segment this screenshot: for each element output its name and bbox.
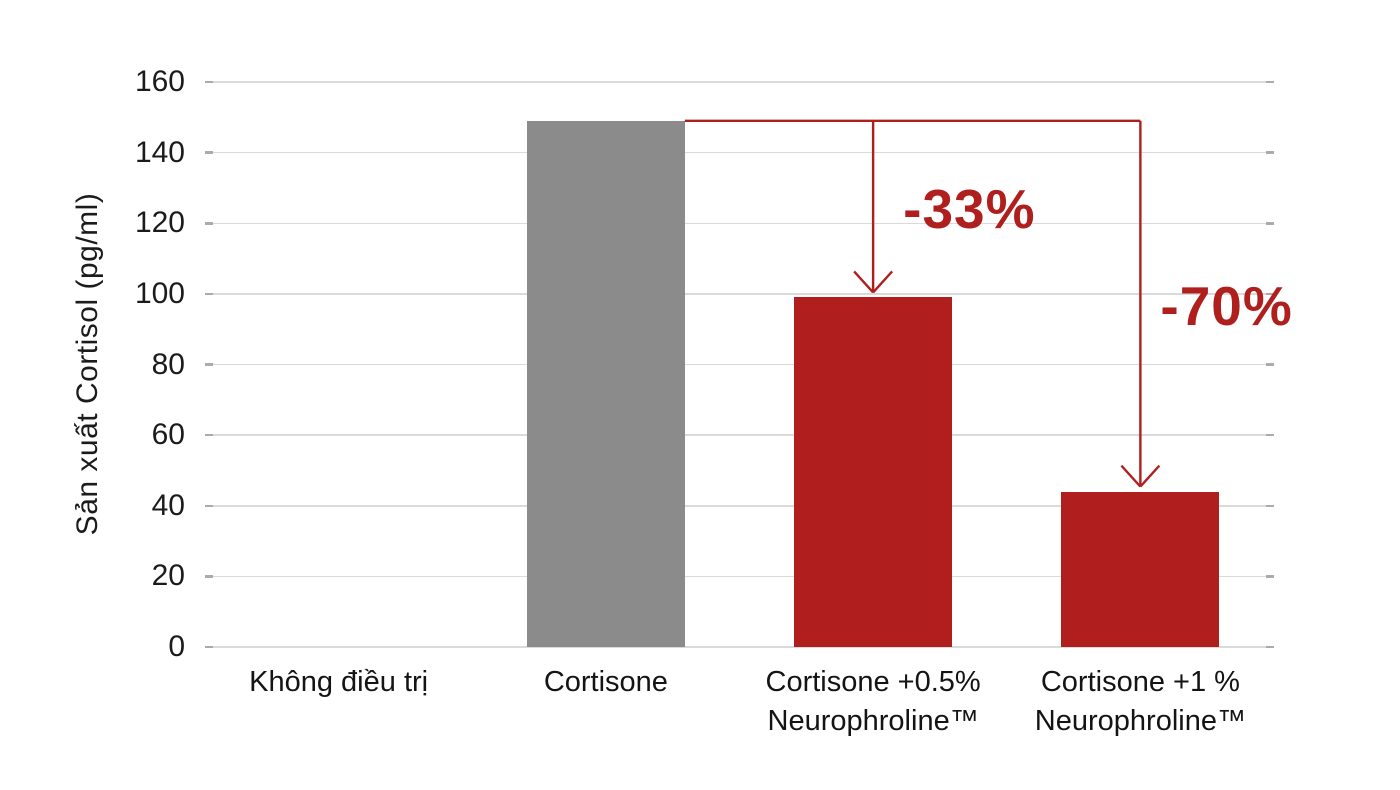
x-label-3: Cortisone +1 % Neurophroline™ xyxy=(1034,666,1246,737)
gridline-end-tick xyxy=(205,151,213,154)
gridline-140 xyxy=(205,151,1274,154)
y-tick-label-40: 40 xyxy=(151,488,185,522)
gridline-end-tick xyxy=(1266,292,1274,296)
y-tick-label-20: 20 xyxy=(151,559,185,593)
y-tick-label-80: 80 xyxy=(151,347,185,381)
x-label-2: Cortisone +0.5% Neurophroline™ xyxy=(765,666,981,737)
gridline-120 xyxy=(205,222,1274,225)
plot-area: -33% -70% xyxy=(205,80,1292,649)
gridline-end-tick xyxy=(205,575,213,578)
gridline-end-tick xyxy=(205,80,213,84)
gridline-0 xyxy=(205,645,1274,649)
gridline-end-tick xyxy=(1266,80,1274,84)
gridline-end-tick xyxy=(1266,504,1274,507)
decrease-arrows xyxy=(684,119,1161,488)
gridline-end-tick xyxy=(205,222,213,225)
gridline-160 xyxy=(205,80,1274,84)
gridline-end-tick xyxy=(205,645,213,649)
gridline-end-tick xyxy=(205,292,213,296)
gridline-end-tick xyxy=(205,504,213,507)
gridline-80 xyxy=(205,363,1274,366)
gridline-end-tick xyxy=(205,433,213,437)
x-label-1: Cortisone xyxy=(543,666,668,698)
gridline-end-tick xyxy=(1266,222,1274,225)
gridline-60 xyxy=(205,433,1274,437)
decrease-label-70pct: -70% xyxy=(1160,275,1293,338)
y-tick-label-140: 140 xyxy=(134,135,185,169)
y-tick-label-0: 0 xyxy=(168,630,185,663)
decrease-label-33pct: -33% xyxy=(903,178,1036,241)
bar-2 xyxy=(794,297,953,647)
gridline-100 xyxy=(205,292,1274,296)
gridline-20 xyxy=(205,575,1274,578)
x-label-0: Không điều trị xyxy=(249,666,429,698)
gridline-end-tick xyxy=(1266,645,1274,649)
gridline-end-tick xyxy=(1266,151,1274,154)
y-tick-label-60: 60 xyxy=(151,418,185,452)
gridline-end-tick xyxy=(205,363,213,366)
y-tick-label-120: 120 xyxy=(134,206,185,240)
bar-1 xyxy=(526,120,685,647)
y-tick-label-160: 160 xyxy=(134,65,185,98)
y-tick-label-100: 100 xyxy=(134,276,185,310)
gridline-end-tick xyxy=(1266,575,1274,578)
gridline-end-tick xyxy=(1266,433,1274,437)
bar-3 xyxy=(1061,491,1220,647)
gridline-end-tick xyxy=(1266,363,1274,366)
gridline-40 xyxy=(205,504,1274,507)
